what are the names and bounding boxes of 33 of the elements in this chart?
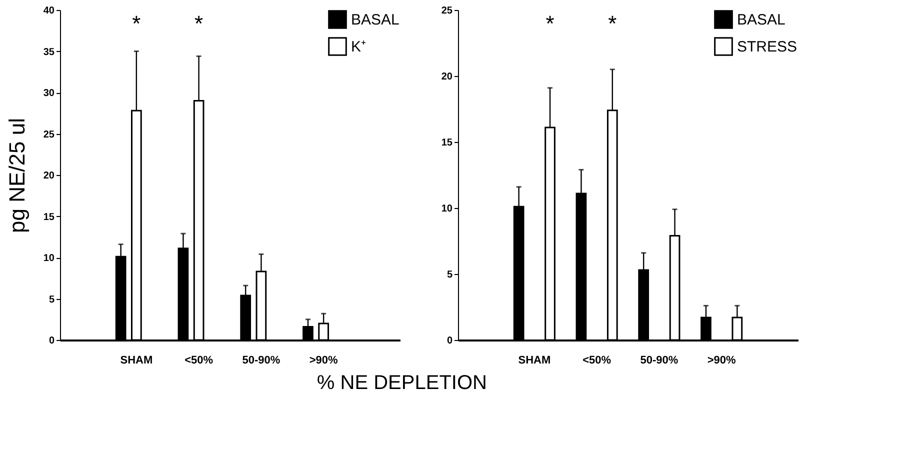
y-tick-label: 10 (441, 204, 453, 214)
annotation: * (194, 11, 204, 36)
y-tick-label: 5 (446, 270, 453, 280)
y-tick-label: 40 (43, 6, 55, 16)
x-tick-label: <50% (184, 354, 214, 366)
y-tick-label: 15 (43, 212, 55, 223)
x-tick-label: 50-90% (242, 354, 280, 366)
y-tick-label: 0 (48, 336, 55, 346)
y-tick-label: 0 (446, 336, 453, 346)
y-tick-label: 5 (48, 294, 55, 306)
annotation: * (608, 11, 618, 36)
legend-label: STRESS (737, 38, 798, 56)
annotation: * (132, 11, 142, 36)
y-tick-label: 20 (441, 72, 453, 82)
x-tick-label: SHAM (120, 354, 153, 366)
x-tick-label: SHAM (518, 354, 551, 366)
legend-label: BASAL (351, 12, 400, 28)
y-tick-label: 25 (43, 129, 55, 140)
x-axis-title: % NE DEPLETION (316, 372, 487, 394)
y-tick-label: 35 (43, 46, 55, 58)
y-tick-label: 20 (43, 170, 55, 182)
x-tick-label: >90% (309, 354, 338, 366)
annotation: * (546, 11, 555, 36)
legend-label: K⁺ (351, 38, 366, 56)
x-tick-label: <50% (582, 354, 612, 366)
x-tick-label: 50-90% (640, 354, 678, 366)
y-tick-label: 30 (43, 88, 55, 99)
x-tick-label: >90% (707, 354, 736, 366)
y-tick-label: 10 (43, 253, 55, 264)
y-axis-title: pg NE/25 ul (4, 118, 30, 233)
y-tick-label: 15 (441, 138, 453, 148)
y-tick-label: 25 (441, 6, 453, 16)
legend-label: BASAL (737, 12, 786, 28)
